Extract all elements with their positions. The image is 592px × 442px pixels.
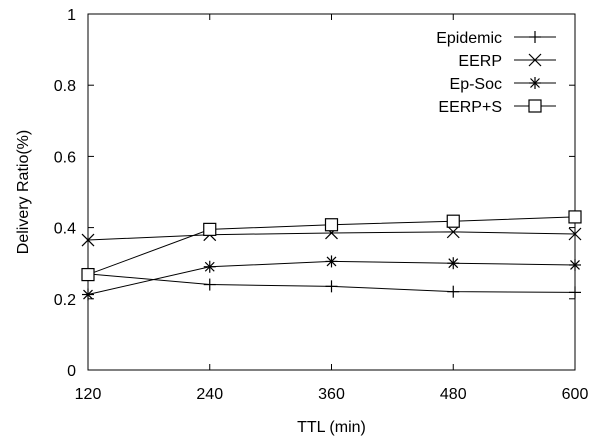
data-point-marker	[569, 286, 581, 299]
legend-marker	[529, 77, 541, 89]
y-tick-label: 0.4	[54, 221, 76, 238]
y-axis-label: Delivery Ratio(%)	[15, 130, 32, 254]
x-tick-label: 120	[75, 386, 102, 403]
x-tick-label: 360	[318, 386, 345, 403]
legend-label: EERP+S	[438, 99, 502, 116]
data-point-marker	[81, 267, 95, 282]
data-point-marker	[568, 227, 582, 241]
series-lines	[81, 210, 582, 301]
y-tick-label: 1	[67, 7, 76, 24]
data-point-marker	[569, 258, 581, 271]
data-point-marker	[325, 280, 338, 293]
data-point-marker	[446, 214, 460, 228]
data-point-marker	[325, 255, 338, 268]
data-point-marker	[568, 210, 582, 224]
y-tick-label: 0.6	[54, 149, 76, 166]
x-tick-label: 240	[196, 386, 223, 403]
y-tick-label: 0	[67, 363, 76, 380]
legend: Epidemic EERP Ep-Soc EERP+S	[436, 30, 556, 116]
data-point-marker	[203, 222, 217, 236]
data-point-marker	[324, 218, 339, 232]
legend-marker	[529, 31, 541, 43]
legend-marker	[528, 53, 542, 67]
data-point-marker	[82, 288, 94, 301]
legend-label: Ep-Soc	[450, 76, 502, 93]
data-point-marker	[203, 260, 216, 273]
x-tick-label: 600	[562, 386, 589, 403]
axis-tick-labels: 0 0.2 0.4 0.6 0.8 1 120 240 360 480 600	[54, 7, 589, 403]
legend-marker	[528, 99, 542, 113]
legend-label: Epidemic	[436, 30, 502, 47]
data-point-marker	[446, 225, 460, 239]
data-point-marker	[447, 257, 460, 270]
data-point-marker	[447, 285, 460, 298]
axis-ticks	[87, 13, 576, 371]
y-tick-label: 0.2	[54, 292, 76, 309]
legend-label: EERP	[458, 53, 502, 70]
x-tick-label: 480	[440, 386, 467, 403]
x-axis-label: TTL (min)	[297, 419, 366, 436]
data-point-marker	[203, 278, 216, 291]
y-tick-label: 0.8	[54, 78, 76, 95]
data-point-marker	[81, 233, 95, 247]
